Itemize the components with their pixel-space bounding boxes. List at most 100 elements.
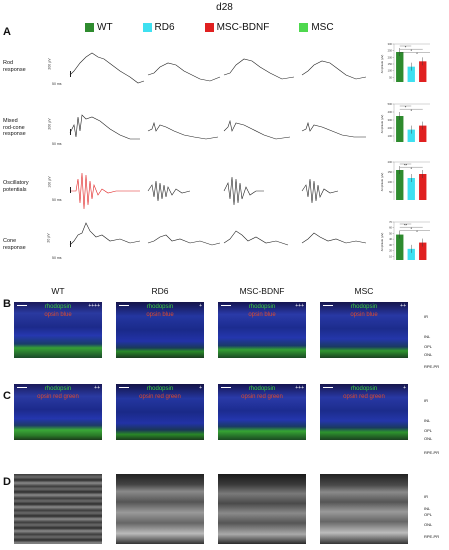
stain-label-rhodopsin: rhodopsin [146, 304, 174, 310]
layer-label: IR [424, 494, 428, 499]
stain-label-opsin: opsin red green [343, 394, 385, 400]
y-tick-label: 100 [388, 134, 393, 138]
erg-row-label-op: Oscillatory potentials [3, 180, 29, 193]
layer-label: OPL [424, 512, 433, 517]
stain-label-opsin: opsin blue [350, 312, 378, 318]
erg-trace [301, 178, 339, 204]
legend-label: WT [97, 22, 113, 33]
stimulus-marker [70, 71, 71, 77]
stain-label-rhodopsin: rhodopsin [350, 304, 378, 310]
y-tick-label: 500 [388, 102, 393, 106]
significance-marker: * [416, 229, 418, 234]
layer-label: RPE-PR [424, 534, 440, 539]
stain-label-rhodopsin: rhodopsin [248, 304, 276, 310]
legend-swatch [85, 23, 94, 32]
legend-item-wt: WT [85, 22, 113, 33]
score-badge: ++ [400, 303, 406, 309]
stain-label-rhodopsin: rhodopsin [350, 386, 378, 392]
bar [419, 125, 427, 142]
bar [396, 170, 404, 200]
scale-bar [323, 387, 333, 388]
erg-row-label-mixed: Mixed rod-cone response [3, 118, 26, 137]
panel-b-label: B [3, 298, 11, 310]
micrograph-c-wt: rhodopsin opsin red green ++ [14, 384, 102, 440]
y-tick-label: 50 [389, 75, 392, 79]
y-tick-label: 100 [388, 180, 393, 184]
oct-image-rd6 [116, 474, 204, 544]
y-tick-label: 100 [388, 69, 393, 73]
layer-label: ONL [424, 436, 433, 441]
micrograph-c-msc: rhodopsin opsin red green + [320, 384, 408, 440]
scale-bar [323, 305, 333, 306]
column-header-rd6: RD6 [151, 286, 169, 296]
y-axis-label: Amplitude (µV) [380, 115, 384, 134]
layer-label: ONL [424, 352, 433, 357]
score-badge: + [199, 385, 202, 391]
bar [407, 66, 415, 82]
erg-x-scale: 50 ms [52, 142, 62, 146]
panel-a-label: A [3, 26, 11, 38]
oct-image-wt [14, 474, 102, 544]
bar [396, 234, 404, 260]
y-tick-label: 30 [389, 243, 392, 247]
score-badge: +++ [295, 303, 304, 309]
legend-swatch [142, 23, 152, 32]
layer-label: RPE-PR [424, 450, 440, 455]
legend-swatch [204, 23, 214, 32]
y-tick-label: 250 [388, 49, 393, 53]
stain-label-opsin: opsin red green [241, 394, 283, 400]
erg-trace [147, 180, 191, 202]
layer-label: INL [424, 334, 431, 339]
significance-marker: ** [404, 223, 408, 228]
significance-marker: * [405, 45, 407, 50]
y-tick-label: 50 [389, 190, 392, 194]
erg-trace [223, 58, 295, 80]
significance-marker: * [410, 226, 412, 231]
y-tick-label: 300 [388, 118, 393, 122]
y-axis-label: Amplitude (µV) [380, 55, 384, 74]
scale-bar [119, 387, 129, 388]
stain-label-opsin: opsin red green [139, 394, 181, 400]
bar [396, 52, 404, 82]
erg-x-scale: 50 ms [52, 82, 62, 86]
legend-item-msc-bdnf: MSC-BDNF [204, 22, 270, 33]
layer-label: OPL [424, 344, 433, 349]
significance-marker: * [416, 51, 418, 56]
erg-trace [69, 52, 145, 84]
y-tick-label: 150 [388, 170, 393, 174]
legend-item-rd6: RD6 [142, 22, 175, 33]
stain-label-rhodopsin: rhodopsin [44, 386, 72, 392]
y-tick-label: 200 [388, 55, 393, 59]
scale-bar [17, 305, 27, 306]
stimulus-marker [70, 187, 71, 193]
scale-bar [17, 387, 27, 388]
significance-marker: * [410, 108, 412, 113]
bar [419, 242, 427, 260]
y-tick-label: 300 [388, 42, 393, 46]
erg-trace [301, 121, 366, 138]
micrograph-b-msc: rhodopsin opsin blue ++ [320, 302, 408, 358]
legend-swatch [299, 23, 309, 32]
stain-label-opsin: opsin blue [146, 312, 174, 318]
stain-label-rhodopsin: rhodopsin [146, 386, 174, 392]
layer-label: IR [424, 398, 428, 403]
micrograph-b-wt: rhodopsin opsin blue ++++ [14, 302, 102, 358]
erg-row-label-rod: Rod response [3, 60, 26, 73]
erg-trace [223, 119, 291, 140]
oct-image-msc-bdnf [218, 474, 306, 544]
score-badge: + [199, 303, 202, 309]
column-header-wt: WT [51, 286, 65, 296]
y-tick-label: 40 [389, 237, 392, 241]
column-header-msc-bdnf: MSC-BDNF [239, 286, 285, 296]
y-tick-label: 60 [389, 226, 392, 230]
stain-label-opsin: opsin blue [248, 312, 276, 318]
stimulus-marker [70, 129, 71, 135]
layer-label: INL [424, 506, 431, 511]
y-tick-label: 200 [388, 126, 393, 130]
bar [396, 116, 404, 142]
oct-image-msc [320, 474, 408, 544]
erg-traces [69, 52, 367, 247]
bar [419, 61, 427, 82]
legend-label: MSC-BDNF [216, 22, 270, 33]
stain-label-opsin: opsin blue [44, 312, 72, 318]
